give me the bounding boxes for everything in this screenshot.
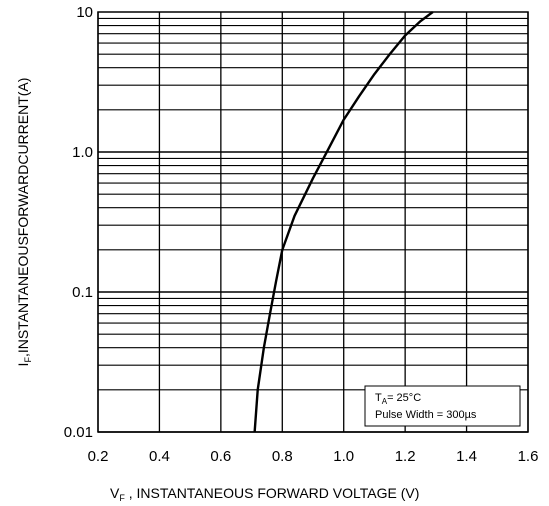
y-axis-title: IF,INSTANTANEOUSFORWARDCURRENT(A) [15,78,33,367]
x-axis-symbol: V [110,485,120,501]
x-axis-title: VF , INSTANTANEOUS FORWARD VOLTAGE (V) [110,485,419,503]
y-axis-symbol: I [15,363,31,367]
annotation-temperature: TA= 25°C [375,392,421,406]
x-tick-label: 1.2 [395,448,416,465]
x-tick-label: 0.8 [272,448,293,465]
annotation-frame [364,385,521,427]
x-tick-label: 0.2 [88,448,109,465]
x-tick-label: 1.4 [456,448,477,465]
y-tick-label: 0.1 [72,284,93,301]
series-line [253,11,434,433]
x-tick-label: 1.0 [333,448,354,465]
annotation-box: TA= 25°C Pulse Width = 300µs [364,385,521,427]
y-tick-label: 1.0 [72,144,93,161]
y-tick-label: 0.01 [64,424,93,441]
x-tick-label: 1.6 [518,448,539,465]
x-tick-label: 0.4 [149,448,170,465]
grid [97,12,529,433]
series-layer [253,11,434,433]
annotation-pulse-width: Pulse Width = 300µs [375,409,477,421]
annotation-temp-subscript: A [382,397,388,406]
y-axis-subscript: F [23,357,33,363]
plot-frame [97,11,529,433]
x-axis-text: , INSTANTANEOUS FORWARD VOLTAGE (V) [125,485,420,501]
x-axis-subscript: F [119,493,125,503]
y-tick-labels: 0.01 0.1 1.0 10 [64,4,93,441]
annotation-temp-value: = 25°C [387,392,421,404]
x-tick-labels: 0.2 0.4 0.6 0.8 1.0 1.2 1.4 1.6 [88,448,539,465]
y-tick-label: 10 [76,4,93,21]
y-axis-text: ,INSTANTANEOUSFORWARDCURRENT(A) [15,78,31,357]
annotation-temp-symbol: T [375,392,382,404]
x-tick-label: 0.6 [210,448,231,465]
